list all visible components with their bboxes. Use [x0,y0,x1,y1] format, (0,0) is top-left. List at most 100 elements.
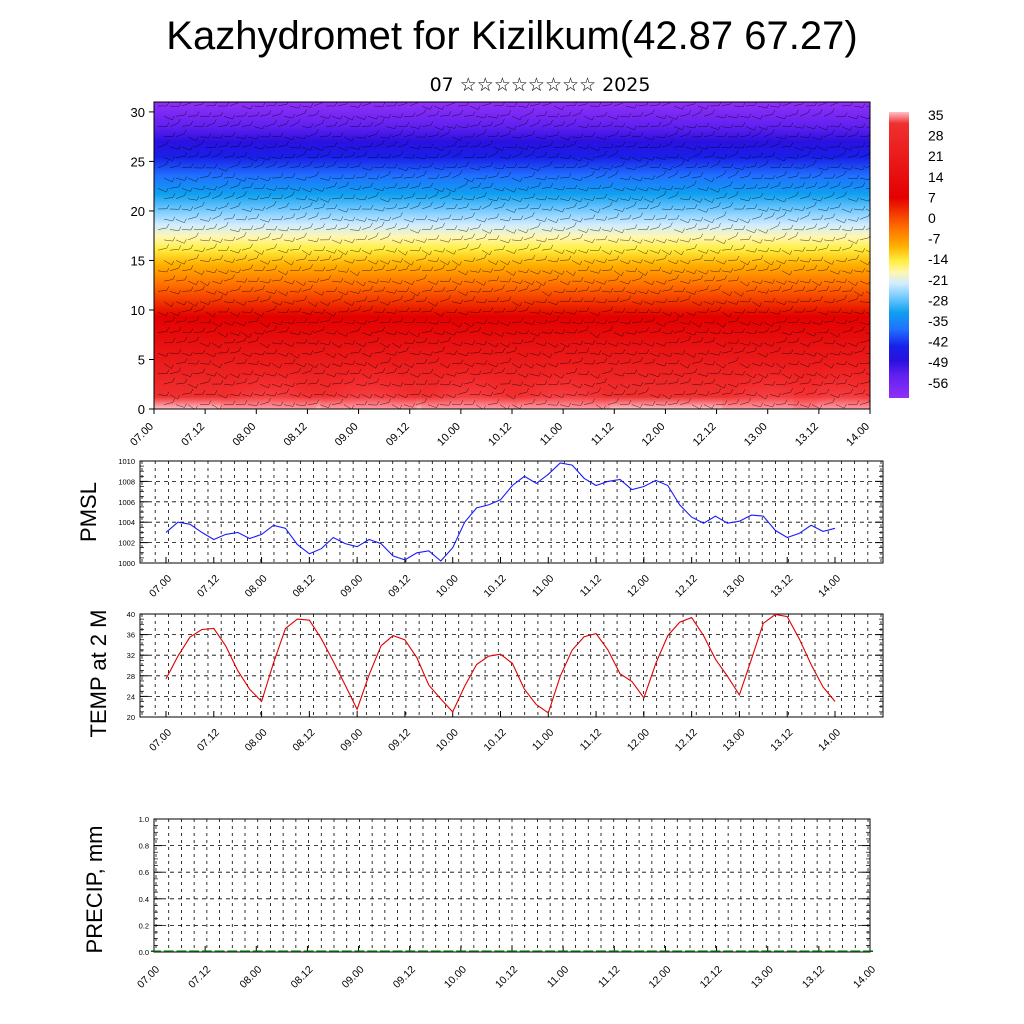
wind-barb-flag [532,130,535,135]
wind-barb-flag [712,218,715,223]
wind-barb-flag [382,286,386,291]
x-tick-label: 13.00 [720,727,747,754]
wind-barb [805,126,815,130]
wind-barb-flag [562,163,566,168]
wind-barb-flag [844,360,848,366]
wind-barb [487,239,497,241]
wind-barb-flag [166,243,169,249]
wind-barb-flag [580,401,584,406]
wind-barb-flag [736,276,740,281]
wind-barb [643,280,653,285]
wind-barb-flag [754,142,758,147]
wind-barb [637,164,647,169]
wind-barb [625,205,635,210]
wind-barb-flag [430,393,433,398]
wind-barb [685,352,695,358]
wind-barb [277,330,287,333]
warm-spot [514,339,611,409]
wind-barb [217,225,227,230]
wind-barb [241,186,251,189]
wind-barb-flag [700,380,704,386]
wind-barb [835,260,845,263]
wind-barb-flag [658,266,662,271]
x-tick-label: 10.00 [434,573,461,600]
wind-barb-flag [322,326,325,331]
wind-barb [715,174,725,179]
wind-barb [499,260,508,266]
warm-spot [220,339,317,409]
wind-barb-flag [838,142,842,147]
wind-barb [571,237,581,241]
wind-barb-flag [694,145,697,150]
wind-barb [157,352,167,357]
wind-barb-flag [754,228,757,233]
wind-barb-flag [856,239,859,244]
wind-barb-flag [316,399,320,404]
wind-barb-flag [310,201,313,207]
wind-barb [487,363,497,368]
wind-barb-flag [256,175,260,180]
wind-barb-flag [856,151,859,156]
wind-barb [271,157,281,159]
wind-barb-flag [399,343,402,348]
wind-barb-flag [760,152,764,157]
wind-barb-flag [790,285,793,290]
wind-barb-flag [244,336,247,341]
wind-barb [229,351,239,354]
wind-barb-flag [736,382,739,388]
wind-barb-flag [778,121,782,127]
wind-barb-flag [681,312,684,318]
wind-barb-flag [616,130,619,135]
wind-barb-flag [538,222,541,227]
wind-barb-flag [454,372,457,377]
wind-barb [763,198,773,201]
wind-barb [445,289,455,292]
wind-barb-flag [802,124,806,129]
wind-barb [385,249,395,253]
wind-barb-flag [478,243,481,248]
wind-barb [607,401,617,405]
wind-barb [427,361,437,364]
wind-barb-flag [730,163,734,168]
wind-barb [283,116,293,119]
wind-barb-flag [202,285,206,290]
precip-bar [468,950,479,952]
wind-barb-flag [616,238,619,243]
wind-barb-flag [430,225,434,230]
wind-barb [637,373,647,378]
wind-barb [217,332,226,338]
wind-barb-flag [190,206,194,211]
wind-barb-flag [670,119,673,124]
wind-barb-flag [676,297,680,302]
wind-barb [457,330,467,333]
wind-barb-flag [610,391,614,396]
wind-barb [613,145,623,148]
wind-barb [841,392,851,395]
wind-barb-flag [544,217,547,222]
wind-barb-flag [424,296,428,301]
wind-barb-flag [376,232,379,237]
wind-barb-flag [489,250,492,255]
wind-barb [535,259,545,261]
wind-barb [475,383,485,388]
wind-barb [595,301,605,304]
wind-barb-flag [664,341,667,347]
wind-barb [685,291,695,295]
wind-barb-flag [628,156,631,161]
wind-barb-flag [238,331,241,336]
wind-barb-flag [525,352,529,358]
wind-barb-flag [382,139,385,145]
wind-barb [865,126,870,129]
wind-barb [739,116,749,118]
wind-barb-flag [730,181,733,186]
wind-barb-flag [208,192,211,197]
wind-barb [337,291,347,296]
wind-barb [511,342,521,344]
wind-barb-flag [490,368,494,373]
wind-barb-flag [232,191,235,197]
wind-barb-flag [562,207,565,213]
wind-barb-flag [844,319,848,325]
wind-barb-flag [628,280,631,285]
wind-barb-flag [274,326,277,331]
wind-barb-flag [819,281,822,286]
